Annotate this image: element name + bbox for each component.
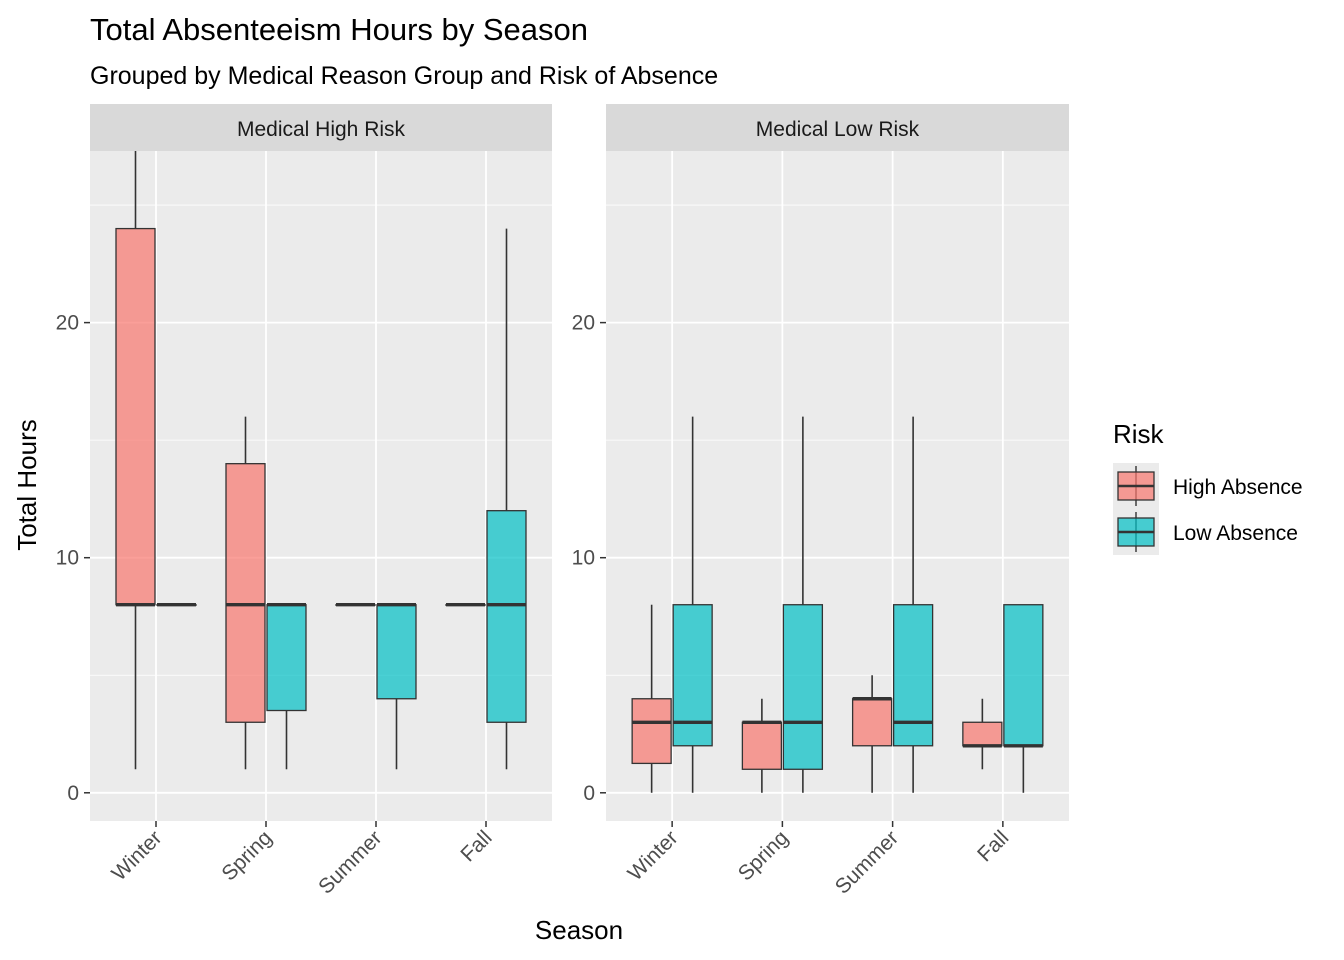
box [486,228,527,770]
box [376,603,417,770]
box-body [266,604,307,712]
y-tick-label: 10 [572,547,595,570]
box [851,675,893,793]
x-tick-label: Winter [107,826,166,885]
y-axis-label: Total Hours [12,419,42,551]
box-body [631,698,672,765]
box [335,603,376,607]
panel-background [90,151,552,821]
box-body [225,463,266,723]
box [115,151,156,770]
box [962,698,1003,770]
box-body [962,721,1003,747]
box [445,603,486,607]
facet-panel: Medical Low Risk 0 10 20 Winter Spring Summer F… [572,104,1069,899]
chart-title: Total Absenteeism Hours by Season [90,12,588,47]
x-tick-label: Spring [217,826,276,885]
box-body [376,604,417,700]
facet-strip [90,104,552,151]
legend-entry-label: Low Absence [1173,522,1298,545]
box-body [892,604,934,747]
x-tick-label: Fall [973,826,1013,866]
box [631,604,672,793]
y-tick-label: 10 [56,547,79,570]
box-body [782,604,824,770]
facet-panels: Medical High Risk 0 10 20 Winter Spring Summer… [56,104,1069,899]
x-axis-label: Season [535,915,623,945]
facet-strip-label: Medical High Risk [237,118,406,141]
box-body [672,604,713,747]
facet-strip-label: Medical Low Risk [756,118,920,141]
box-body [851,698,893,747]
legend: Risk High Absence Low Absence [1113,419,1303,555]
x-tick-label: Spring [734,826,793,885]
y-tick-label: 20 [572,312,595,335]
box-body [741,721,783,770]
box [156,603,197,607]
x-tick-label: Fall [456,826,496,866]
y-tick-label: 0 [67,782,79,805]
legend-entry-label: High Absence [1173,476,1303,499]
chart-subtitle: Grouped by Medical Reason Group and Risk… [90,62,718,90]
y-tick-label: 0 [583,782,595,805]
x-tick-label: Summer [831,826,903,898]
box [1003,604,1044,793]
x-tick-label: Summer [314,826,386,898]
y-tick-label: 20 [56,312,79,335]
facet-strip [606,104,1069,151]
box-body [486,510,527,723]
box [892,416,934,793]
box [266,603,307,770]
box [225,416,266,770]
box-body [115,227,156,606]
box [782,416,824,793]
box [741,698,783,793]
box-body [1003,604,1044,747]
facet-panel: Medical High Risk 0 10 20 Winter Spring Summer… [56,104,552,899]
box [672,416,713,793]
x-tick-label: Winter [624,826,683,885]
legend-title: Risk [1113,419,1165,449]
